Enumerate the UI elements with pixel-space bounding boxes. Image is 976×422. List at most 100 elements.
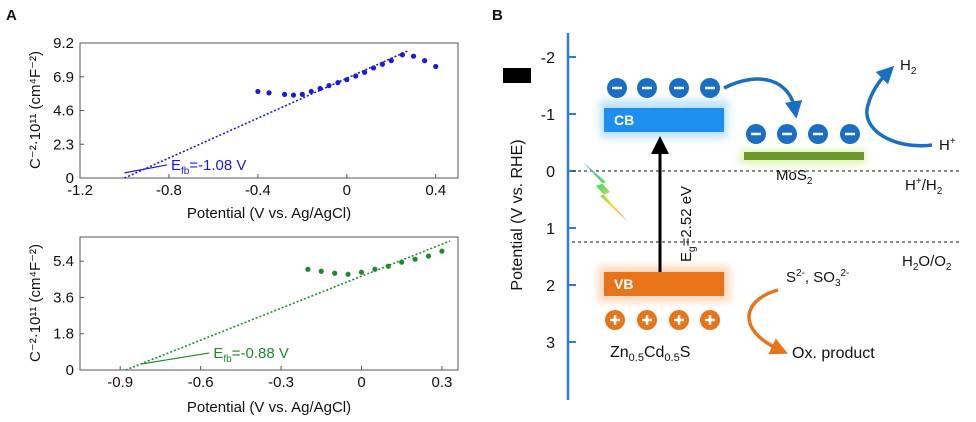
- chart-bottom-ylabel: C⁻²·10¹¹ (cm⁴F⁻²): [27, 244, 44, 362]
- potential-tick-label: -2: [541, 50, 555, 67]
- chart-bottom-xlabel: Potential (V vs. Ag/AgCl): [187, 399, 351, 416]
- h2-label: H2: [900, 57, 917, 77]
- y-tick-label: 9.2: [53, 35, 74, 52]
- mos2-electrons: [746, 124, 860, 144]
- potential-axis-label: Potential (V vs. RHE): [509, 139, 526, 290]
- product-label: Ox. product: [792, 345, 875, 362]
- reduction-arrow: [865, 65, 933, 148]
- data-point: [425, 253, 432, 259]
- y-tick-label: 4.6: [53, 103, 74, 120]
- data-point: [290, 92, 297, 98]
- x-tick-label: -0.8: [156, 182, 182, 199]
- chart-top-xlabel: Potential (V vs. Ag/AgCl): [187, 205, 351, 222]
- data-point: [299, 91, 305, 97]
- x-tick-label: 0.3: [431, 374, 452, 391]
- x-tick-label: 0: [343, 182, 351, 199]
- semiconductor-label: Zn0.5Cd0.5S: [610, 344, 690, 364]
- vb-label: VB: [614, 276, 633, 292]
- mos2-label: MoS2: [776, 167, 813, 187]
- data-point: [399, 259, 405, 265]
- chart-top: -1.2 -0.8 -0.4 0 0.4 0 2.3 4.6 6.9 9.2 Efb=-1.08…: [27, 35, 459, 222]
- vb-hole-signs: [610, 315, 715, 325]
- potential-tick-label: -1: [541, 107, 555, 124]
- y-tick-label: 0: [66, 362, 74, 379]
- potential-tick-label: 2: [546, 278, 555, 295]
- chart-bottom-x-ticks: -0.9 -0.6 -0.3 0 0.3: [107, 366, 452, 391]
- chart-top-ylabel: C⁻²·10¹¹ (cm⁴F⁻²): [27, 51, 44, 169]
- y-tick-label: 3.6: [53, 289, 74, 306]
- data-point: [305, 266, 311, 272]
- y-tick-label: 1.8: [53, 326, 74, 343]
- panel-a-label: A: [6, 7, 17, 24]
- data-point: [410, 53, 417, 59]
- data-point: [326, 82, 332, 89]
- x-tick-label: -0.4: [245, 182, 271, 199]
- data-point: [379, 61, 385, 67]
- potential-axis-ticks: -2 -1 0 1 2 3: [541, 50, 576, 352]
- data-point: [353, 73, 359, 79]
- data-point: [335, 80, 341, 86]
- x-tick-label: -0.6: [188, 374, 214, 391]
- bandgap-label: Eg=2.52 eV: [678, 186, 698, 262]
- chart-top-fit-line: [124, 49, 410, 179]
- data-point: [308, 88, 314, 95]
- data-point: [370, 65, 377, 71]
- chart-bottom-y-ticks: 0 1.8 3.6 5.4: [53, 253, 84, 379]
- chart-top-x-ticks: -1.2 -0.8 -0.4 0 0.4: [67, 174, 446, 199]
- chart-bottom: -0.9 -0.6 -0.3 0 0.3 01.83.65.4 Efb=-0.88 V …: [27, 236, 459, 416]
- chart-top-frame: [79, 42, 459, 179]
- light-bolt-icon: [583, 162, 628, 222]
- y-tick-label: 2.3: [53, 136, 74, 153]
- data-point: [433, 63, 439, 70]
- chart-bottom-frame: [79, 236, 459, 371]
- x-tick-label: 0: [357, 374, 365, 391]
- sacrificial-label: S2-, SO32-: [786, 268, 849, 289]
- potential-tick-label: 1: [546, 221, 555, 238]
- y-tick-label: 0: [66, 170, 74, 187]
- transfer-arrow: [723, 77, 803, 119]
- data-point: [281, 91, 288, 97]
- potential-tick-label: 0: [546, 164, 555, 181]
- potential-tick-label: 3: [546, 335, 555, 352]
- data-point: [372, 266, 378, 272]
- data-point: [385, 263, 391, 269]
- o-couple-label: H2O/O2: [902, 253, 952, 273]
- data-point: [317, 85, 323, 92]
- cb-label: CB: [614, 112, 634, 128]
- x-tick-label: -1.2: [67, 182, 93, 199]
- x-tick-label: -0.9: [107, 374, 133, 391]
- cb-band: [604, 108, 724, 132]
- oxidation-arrow: [747, 288, 788, 355]
- y-tick-label: 6.9: [53, 69, 74, 86]
- h-couple-label: H+/H2: [905, 176, 943, 197]
- x-tick-label: -0.3: [268, 374, 294, 391]
- chart-bottom-annotation: Efb=-0.88 V: [213, 345, 288, 365]
- panel-b-label: B: [492, 7, 503, 24]
- data-point: [345, 271, 351, 277]
- chart-top-y-ticks: 0 2.3 4.6 6.9 9.2: [53, 35, 84, 187]
- data-point: [362, 69, 368, 75]
- vb-holes: [605, 310, 720, 330]
- data-point: [344, 77, 350, 83]
- data-point: [439, 248, 445, 254]
- mos2-band: [744, 152, 864, 160]
- band-diagram: B -2 -1 0 1 2 3 Potential (V vs. RHE) CB VB: [492, 7, 960, 400]
- data-point: [318, 268, 324, 274]
- data-point: [388, 58, 394, 64]
- vb-band: [604, 272, 724, 296]
- h-plus-label: H+: [939, 136, 956, 154]
- cb-electrons: [607, 78, 720, 98]
- chart-top-annotation: Efb=-1.08 V: [171, 157, 246, 177]
- y-tick-label: 5.4: [53, 253, 74, 270]
- chart-bottom-points: [305, 248, 445, 277]
- data-point: [422, 58, 428, 64]
- chart-top-annotation-arrow: [124, 164, 168, 174]
- black-marker: [503, 68, 531, 83]
- data-point: [358, 269, 365, 275]
- data-point: [255, 88, 261, 95]
- data-point: [412, 256, 418, 262]
- data-point: [266, 90, 272, 96]
- chart-top-points: [255, 52, 439, 98]
- data-point: [332, 270, 338, 276]
